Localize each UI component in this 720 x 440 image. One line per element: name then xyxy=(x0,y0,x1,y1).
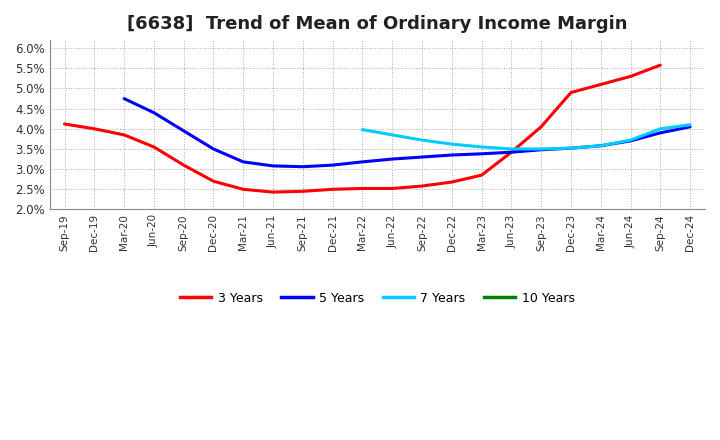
5 Years xyxy=(656,130,665,136)
3 Years xyxy=(656,62,665,68)
7 Years xyxy=(626,137,635,143)
7 Years xyxy=(537,147,546,152)
3 Years xyxy=(328,187,337,192)
3 Years xyxy=(567,90,575,95)
3 Years xyxy=(299,189,307,194)
7 Years xyxy=(388,132,397,138)
7 Years xyxy=(685,122,694,128)
3 Years xyxy=(447,180,456,185)
3 Years xyxy=(537,124,546,129)
Title: [6638]  Trend of Mean of Ordinary Income Margin: [6638] Trend of Mean of Ordinary Income … xyxy=(127,15,628,33)
3 Years xyxy=(358,186,366,191)
3 Years xyxy=(90,126,99,132)
5 Years xyxy=(269,163,277,169)
3 Years xyxy=(388,186,397,191)
5 Years xyxy=(239,159,248,165)
Line: 5 Years: 5 Years xyxy=(124,99,690,167)
7 Years xyxy=(477,144,486,150)
3 Years xyxy=(60,121,69,127)
Line: 7 Years: 7 Years xyxy=(362,125,690,149)
3 Years xyxy=(418,183,426,189)
5 Years xyxy=(358,159,366,165)
3 Years xyxy=(596,82,605,87)
5 Years xyxy=(507,150,516,155)
7 Years xyxy=(507,147,516,152)
5 Years xyxy=(537,147,546,152)
5 Years xyxy=(418,154,426,160)
5 Years xyxy=(328,162,337,168)
5 Years xyxy=(150,110,158,115)
5 Years xyxy=(477,151,486,157)
5 Years xyxy=(388,156,397,161)
3 Years xyxy=(179,162,188,168)
7 Years xyxy=(596,143,605,148)
3 Years xyxy=(626,74,635,79)
3 Years xyxy=(239,187,248,192)
3 Years xyxy=(120,132,128,138)
3 Years xyxy=(150,144,158,150)
Legend: 3 Years, 5 Years, 7 Years, 10 Years: 3 Years, 5 Years, 7 Years, 10 Years xyxy=(175,287,580,310)
7 Years xyxy=(447,142,456,147)
5 Years xyxy=(685,124,694,129)
7 Years xyxy=(656,126,665,132)
5 Years xyxy=(447,152,456,158)
5 Years xyxy=(626,138,635,143)
7 Years xyxy=(418,137,426,143)
5 Years xyxy=(179,128,188,133)
5 Years xyxy=(567,146,575,151)
7 Years xyxy=(567,146,575,151)
3 Years xyxy=(209,179,217,184)
5 Years xyxy=(209,147,217,152)
3 Years xyxy=(507,150,516,155)
7 Years xyxy=(358,127,366,132)
3 Years xyxy=(477,172,486,178)
5 Years xyxy=(299,164,307,169)
5 Years xyxy=(596,143,605,148)
5 Years xyxy=(120,96,128,101)
Line: 3 Years: 3 Years xyxy=(65,65,660,192)
3 Years xyxy=(269,190,277,195)
